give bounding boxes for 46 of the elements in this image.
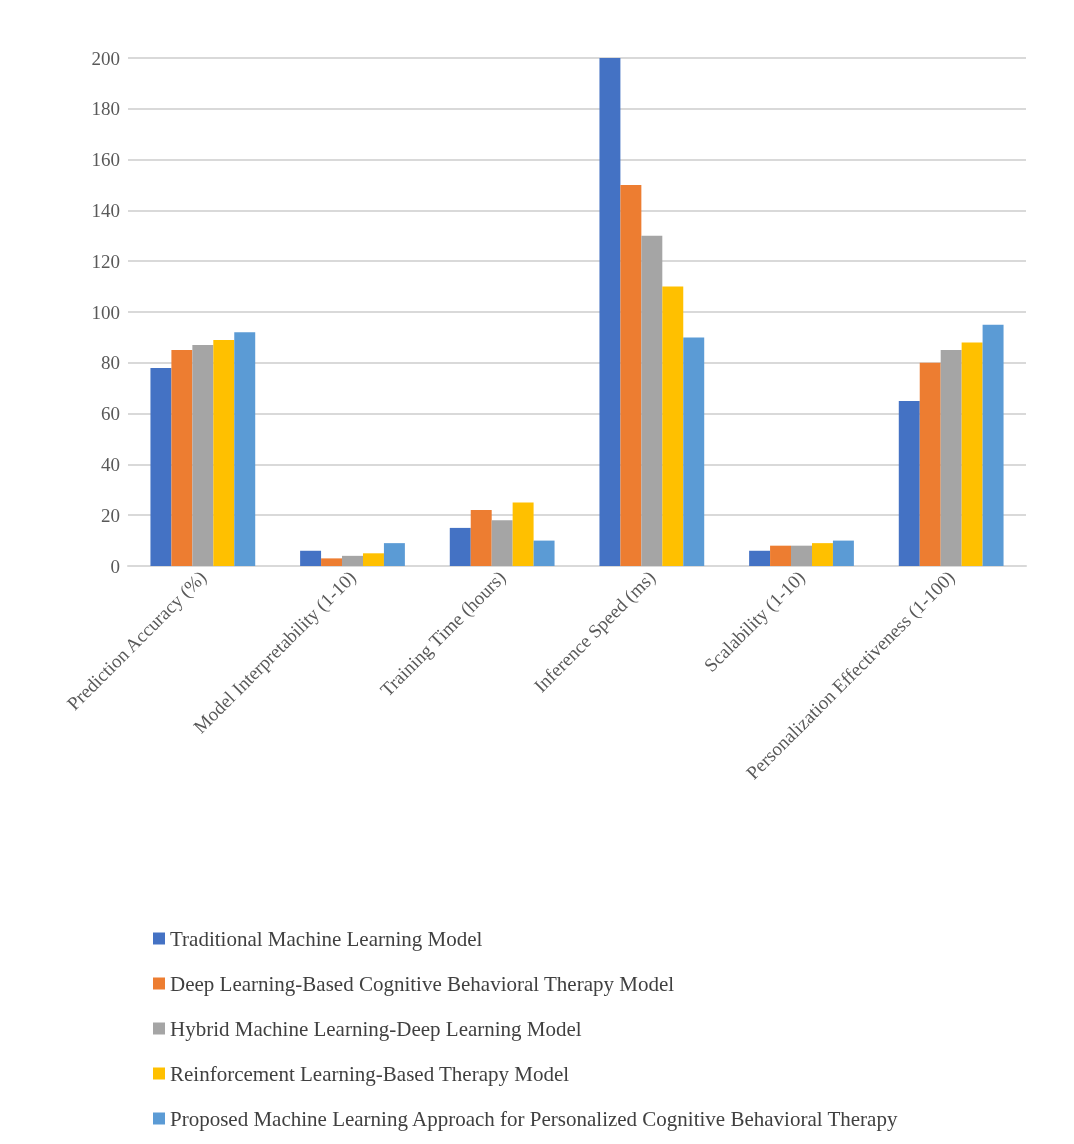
y-tick-label: 160	[91, 149, 120, 171]
bar	[321, 558, 343, 566]
bar	[599, 58, 621, 566]
y-tick-label: 120	[91, 250, 120, 272]
bar	[770, 545, 792, 566]
y-tick-label: 20	[101, 504, 120, 526]
bar	[811, 543, 833, 566]
legend-label: Hybrid Machine Learning-Deep Learning Model	[170, 1016, 582, 1041]
bar	[749, 550, 771, 566]
bar	[662, 286, 684, 566]
bar	[234, 332, 256, 566]
bar	[491, 520, 513, 566]
bar	[300, 550, 322, 566]
y-tick-label: 140	[91, 199, 120, 221]
y-tick-label: 0	[110, 555, 120, 577]
bar	[362, 553, 384, 566]
bar	[919, 362, 941, 566]
legend-label: Deep Learning-Based Cognitive Behavioral Therapy Model	[170, 971, 675, 996]
y-tick-label: 200	[91, 47, 120, 69]
legend-label: Traditional Machine Learning Model	[170, 926, 483, 951]
bar	[898, 400, 920, 566]
legend-label: Proposed Machine Learning Approach for Personalized Cognitive Behavioral Therapy	[170, 1106, 898, 1131]
y-tick-label: 100	[91, 301, 120, 323]
bar	[192, 345, 214, 566]
bar	[383, 543, 405, 566]
bar	[620, 185, 642, 566]
y-tick-label: 180	[91, 98, 120, 120]
bar	[342, 555, 363, 566]
bar	[171, 350, 193, 566]
bar	[832, 540, 854, 566]
y-tick-label: 40	[101, 453, 120, 475]
bar	[791, 545, 812, 566]
legend-label: Reinforcement Learning-Based Therapy Model	[170, 1061, 570, 1086]
bar	[449, 527, 471, 566]
bar	[213, 339, 235, 566]
bar	[683, 337, 705, 566]
bar	[641, 235, 663, 566]
bar	[150, 367, 172, 566]
bar	[533, 540, 555, 566]
bar	[961, 342, 983, 566]
bar	[470, 510, 492, 566]
bar	[940, 350, 962, 566]
bar	[982, 324, 1004, 566]
bar	[512, 502, 534, 566]
y-tick-label: 60	[101, 403, 120, 425]
y-tick-label: 80	[101, 352, 120, 374]
